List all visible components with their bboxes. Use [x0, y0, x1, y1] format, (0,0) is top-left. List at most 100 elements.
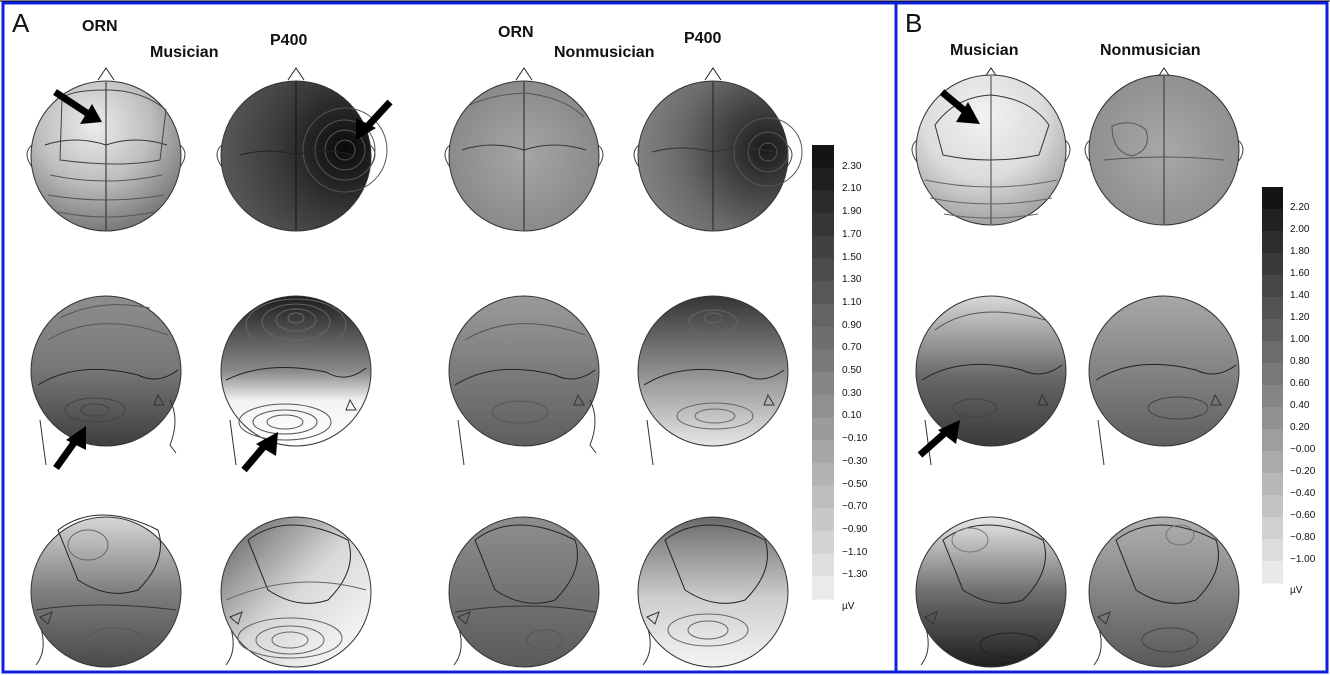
colorbar-b-segment: [1262, 429, 1283, 452]
colorbar-b-segment: [1262, 319, 1283, 342]
colorbar-a-segment: [812, 303, 834, 328]
colorbar-a-tick: −0.50: [842, 478, 868, 490]
colorbar-b-tick: 1.20: [1290, 312, 1310, 323]
arrow-a-side-musician-orn: [53, 426, 86, 471]
colorbar-a-tick: 1.90: [842, 206, 862, 218]
arrow-b-side-musician: [917, 420, 960, 458]
head-top-musician-p400: [216, 67, 388, 232]
colorbar-a-segment: [812, 485, 834, 509]
colorbar-b-segment: [1262, 407, 1283, 430]
colorbar-a-segment: [812, 394, 834, 418]
colorbar-b-unit: µV: [1290, 585, 1303, 596]
colorbar-a-tick: 0.90: [842, 319, 862, 331]
panel-b-letter: B: [905, 8, 923, 38]
head-side-musician-p400: [220, 295, 372, 466]
colorbar-a-segment: [812, 281, 834, 305]
colorbar-b-tick: 0.80: [1290, 356, 1310, 367]
arrow-a-side-musician-p400: [241, 432, 278, 473]
colorbar-a-segment: [812, 190, 834, 214]
colorbar-b-tick: −0.00: [1290, 444, 1316, 455]
colorbar-b-segment: [1262, 561, 1283, 584]
colorbar-a-tick: 2.10: [842, 183, 862, 195]
head-back-nonmusician-p400: [637, 516, 789, 668]
colorbar-b-tick: 0.40: [1290, 400, 1310, 411]
colorbar-b-tick: 0.20: [1290, 422, 1310, 433]
colorbar-a-unit: µV: [842, 601, 855, 612]
head-back-b-nonmusician: [1088, 516, 1240, 668]
colorbar-a-segment: [812, 576, 834, 600]
colorbar-a-tick: 0.70: [842, 342, 862, 354]
colorbar-b-tick: 1.80: [1290, 246, 1310, 257]
colorbar-a-segment: [812, 326, 834, 350]
colorbar-a-segment: [812, 417, 834, 441]
colorbar-a-tick: 1.10: [842, 296, 862, 308]
colorbar-b-segment: [1262, 341, 1283, 364]
colorbar-b-segment: [1262, 275, 1283, 298]
colorbar-a-segment: [812, 145, 834, 169]
colorbar-a-tick: 2.30: [842, 160, 862, 172]
colorbar-b-tick: −0.20: [1290, 466, 1316, 477]
head-side-musician-orn: [30, 295, 182, 466]
label-a-p400-musician: P400: [270, 32, 308, 49]
colorbar-a-segment: [812, 530, 834, 555]
colorbar-b-tick: −1.00: [1290, 554, 1316, 565]
colorbar-b-segment: [1262, 253, 1283, 276]
colorbar-a-tick: −0.90: [842, 523, 868, 535]
colorbar-b-tick: 1.00: [1290, 334, 1310, 345]
head-back-b-musician: [915, 516, 1067, 668]
colorbar-a-tick: 0.10: [842, 410, 862, 422]
label-a-nonmusician: Nonmusician: [554, 44, 655, 61]
colorbar-b-tick: −0.60: [1290, 510, 1316, 521]
colorbar-b-tick: 1.40: [1290, 290, 1310, 301]
colorbar-a-segment: [812, 349, 834, 373]
label-a-musician: Musician: [150, 44, 219, 61]
colorbar-a-tick: −1.30: [842, 569, 868, 581]
colorbar-a-tick: 1.30: [842, 274, 862, 286]
colorbar-b-segment: [1262, 539, 1283, 562]
colorbar-b-tick: 0.60: [1290, 378, 1310, 389]
head-back-nonmusician-orn: [448, 516, 600, 668]
colorbar-b-tick: 2.00: [1290, 224, 1310, 235]
head-side-b-nonmusician: [1088, 295, 1240, 466]
colorbar-b-tick: 1.60: [1290, 268, 1310, 279]
colorbar-a-tick: −0.10: [842, 433, 868, 445]
colorbar-a-segment: [812, 553, 834, 577]
colorbar-b-segment: [1262, 363, 1283, 386]
head-top-b-nonmusician: [1084, 67, 1244, 226]
label-a-p400-nonmusician: P400: [684, 30, 722, 47]
label-b-musician: Musician: [950, 42, 1019, 59]
colorbar-a-tick: 1.50: [842, 251, 862, 263]
label-a-orn-musician: ORN: [82, 18, 118, 35]
colorbar-a-segment: [812, 462, 834, 486]
colorbar-a-segment: [812, 372, 834, 396]
colorbar-a-tick: −1.10: [842, 546, 868, 558]
colorbar-b-tick: 2.20: [1290, 202, 1310, 213]
colorbar-a-tick: 0.30: [842, 387, 862, 399]
head-side-nonmusician-p400: [637, 295, 789, 466]
colorbar-b-segment: [1262, 495, 1283, 518]
colorbar-b-segment: [1262, 451, 1283, 474]
colorbar-b-segment: [1262, 297, 1283, 320]
label-b-nonmusician: Nonmusician: [1100, 42, 1201, 59]
label-a-orn-nonmusician: ORN: [498, 24, 534, 41]
head-top-nonmusician-orn: [444, 67, 604, 232]
arrow-a-top-musician-p400: [356, 99, 393, 140]
colorbar-a-tick: 0.50: [842, 365, 862, 376]
colorbar-b: [1262, 187, 1283, 584]
colorbar-b-segment: [1262, 517, 1283, 540]
colorbar-a-tick: −0.70: [842, 501, 868, 513]
colorbar-a-segment: [812, 235, 834, 259]
colorbar-b-segment: [1262, 187, 1283, 210]
colorbar-a-segment: [812, 213, 834, 237]
arrow-b-top-musician: [939, 89, 980, 124]
head-top-nonmusician-p400: [633, 67, 803, 232]
colorbar-a: [812, 145, 834, 600]
colorbar-b-segment: [1262, 209, 1283, 232]
colorbar-b-segment: [1262, 385, 1283, 408]
head-top-b-musician: [911, 67, 1071, 226]
head-back-musician-orn: [30, 514, 182, 668]
head-side-b-musician: [915, 295, 1067, 466]
colorbar-a-segment: [812, 167, 834, 191]
